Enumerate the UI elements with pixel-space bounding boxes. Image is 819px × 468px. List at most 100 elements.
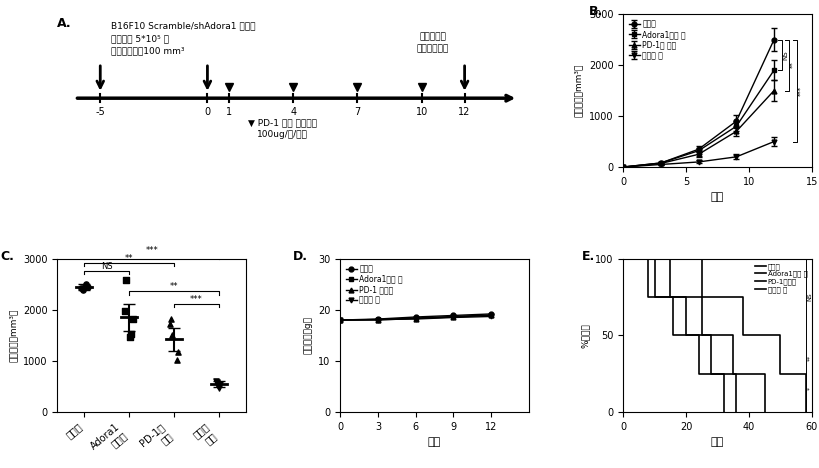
Point: [212, 385, 225, 392]
对照组: [693, 371, 703, 376]
Text: 100ug/次/小鼠: 100ug/次/小鼠: [256, 130, 307, 139]
PD-1单抗组: [665, 256, 675, 262]
Point: [165, 332, 178, 339]
Text: NS: NS: [806, 293, 811, 301]
PD-1 单抗组: [335, 317, 345, 323]
Point: [165, 315, 178, 323]
Point: [119, 307, 132, 314]
Adora1敲障 组: [681, 294, 690, 300]
Line: PD-1 单抗组: PD-1 单抗组: [337, 313, 493, 322]
Text: ▼ PD-1 单抗 腹腔注射: ▼ PD-1 单抗 腹腔注射: [247, 118, 317, 127]
Adora1敲障 组: [410, 315, 420, 321]
对照组: [667, 294, 677, 300]
Text: 进行数据分析: 进行数据分析: [416, 44, 448, 54]
Adora1敲障 组: [681, 333, 690, 338]
Adora1敲障 组: [731, 371, 740, 376]
联合预 组: [373, 317, 382, 322]
Adora1敲障 组: [448, 314, 458, 319]
Point: [120, 277, 133, 284]
对照组: [373, 316, 382, 322]
Text: 4: 4: [290, 107, 296, 117]
联合预 组: [410, 316, 420, 322]
Line: Adora1敲障 组: Adora1敲障 组: [622, 259, 735, 412]
PD-1单抗组: [696, 294, 706, 300]
Point: [126, 315, 139, 323]
对照组: [643, 256, 653, 262]
X-axis label: 天数: 天数: [428, 437, 441, 447]
Line: 联合预 组: 联合预 组: [622, 259, 804, 412]
Point: [75, 284, 88, 292]
PD-1单抗组: [665, 294, 675, 300]
对照组: [643, 294, 653, 300]
PD-1 单抗组: [373, 317, 382, 323]
Text: 7: 7: [354, 107, 360, 117]
Text: 0: 0: [204, 107, 210, 117]
Adora1敲障 组: [373, 317, 382, 322]
Point: [76, 287, 89, 294]
对照组: [486, 311, 495, 317]
Point: [163, 321, 176, 328]
对照组: [618, 256, 627, 262]
对照组: [335, 317, 345, 323]
Text: -5: -5: [95, 107, 105, 117]
Line: 对照组: 对照组: [622, 259, 723, 412]
PD-1单抗组: [696, 333, 706, 338]
联合预 组: [799, 409, 809, 415]
Text: **: **: [170, 282, 179, 291]
Text: ***: ***: [145, 246, 158, 255]
Adora1敲障 组: [731, 409, 740, 415]
Point: [82, 284, 95, 291]
Y-axis label: 肿瘤体积（mm³）: 肿瘤体积（mm³）: [573, 64, 582, 117]
Line: Adora1敲障 组: Adora1敲障 组: [337, 313, 493, 322]
Adora1敲障 组: [486, 312, 495, 318]
Text: C.: C.: [1, 249, 15, 263]
Text: **: **: [789, 62, 794, 68]
PD-1单抗组: [727, 371, 737, 376]
Text: B16F10 Scramble/shAdora1 细胞株: B16F10 Scramble/shAdora1 细胞株: [111, 22, 256, 31]
联合预 组: [737, 294, 747, 300]
联合预 组: [799, 371, 809, 376]
Text: ***: ***: [796, 86, 803, 95]
联合预 组: [775, 333, 785, 338]
Line: 联合预 组: 联合预 组: [337, 314, 493, 322]
Adora1敲障 组: [335, 317, 345, 323]
Y-axis label: 小鼠体重（g）: 小鼠体重（g）: [303, 316, 312, 354]
Text: **: **: [806, 355, 811, 361]
Text: 1: 1: [225, 107, 232, 117]
对照组: [718, 409, 728, 415]
Point: [124, 334, 137, 341]
Y-axis label: %生存率: %生存率: [580, 323, 589, 348]
对照组: [667, 333, 677, 338]
对照组: [718, 371, 728, 376]
Point: [79, 281, 93, 288]
对照组: [448, 313, 458, 318]
Point: [213, 380, 226, 388]
Adora1敲障 组: [649, 256, 658, 262]
X-axis label: 天数: 天数: [710, 192, 723, 202]
Text: NS: NS: [101, 262, 112, 271]
联合预 组: [448, 314, 458, 320]
Text: 肿瘤生长至约100 mm³: 肿瘤生长至约100 mm³: [111, 46, 184, 55]
Legend: 对照组, Adora1敲障 组, PD-1 单抗组, 联合预 组: 对照组, Adora1敲障 组, PD-1 单抗组, 联合预 组: [344, 263, 404, 306]
联合预 组: [486, 314, 495, 319]
联合预 组: [737, 333, 747, 338]
Point: [210, 380, 224, 387]
联合预 组: [618, 256, 627, 262]
Point: [124, 330, 138, 337]
Point: [79, 282, 92, 290]
PD-1单抗组: [727, 333, 737, 338]
联合预 组: [775, 371, 785, 376]
Adora1敲障 组: [649, 294, 658, 300]
PD-1 单抗组: [410, 316, 420, 322]
Y-axis label: 肿瘤体积（mm³）: 肿瘤体积（mm³）: [8, 309, 17, 362]
PD-1 单抗组: [486, 313, 495, 318]
联合预 组: [696, 294, 706, 300]
Point: [172, 348, 185, 355]
Text: 获取肿瘤并: 获取肿瘤并: [419, 32, 446, 41]
Adora1敲障 组: [705, 371, 715, 376]
对照组: [693, 333, 703, 338]
Adora1敲障 组: [705, 333, 715, 338]
PD-1单抗组: [758, 409, 768, 415]
对照组: [410, 314, 420, 320]
Text: NS: NS: [781, 50, 787, 59]
